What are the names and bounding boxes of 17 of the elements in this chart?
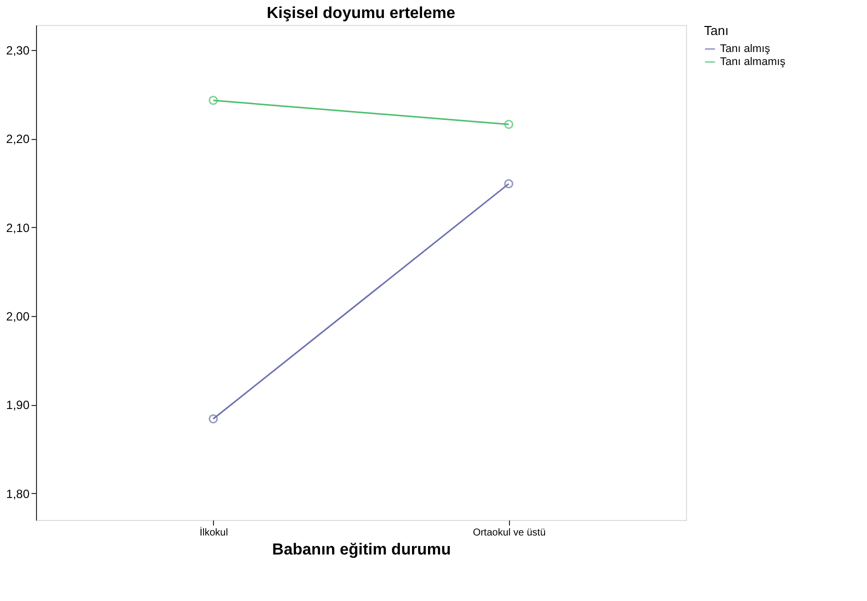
- chart-title: Kişisel doyumu erteleme: [266, 5, 456, 22]
- y-tick-label: 1,80: [6, 486, 30, 501]
- point: [504, 179, 514, 188]
- point: [504, 120, 514, 129]
- point: [208, 414, 218, 424]
- y-tick-label: 2,10: [6, 220, 30, 235]
- point: [208, 96, 218, 106]
- x-tick-label: Ortaokul ve üstü: [472, 528, 546, 538]
- x-axis-title: Babanın eğitim durumu: [272, 542, 451, 558]
- legend-label: Tanı almamış: [720, 56, 786, 68]
- y-tick-label: 2,20: [6, 132, 30, 146]
- legend-label: Tanı almış: [720, 43, 771, 55]
- legend-title: Tanı: [704, 23, 729, 38]
- x-tick-label: İlkokul: [200, 526, 228, 538]
- y-tick-label: 2,00: [6, 309, 30, 324]
- y-tick-label: 2,30: [6, 43, 30, 58]
- y-tick-label: 1,90: [6, 398, 30, 412]
